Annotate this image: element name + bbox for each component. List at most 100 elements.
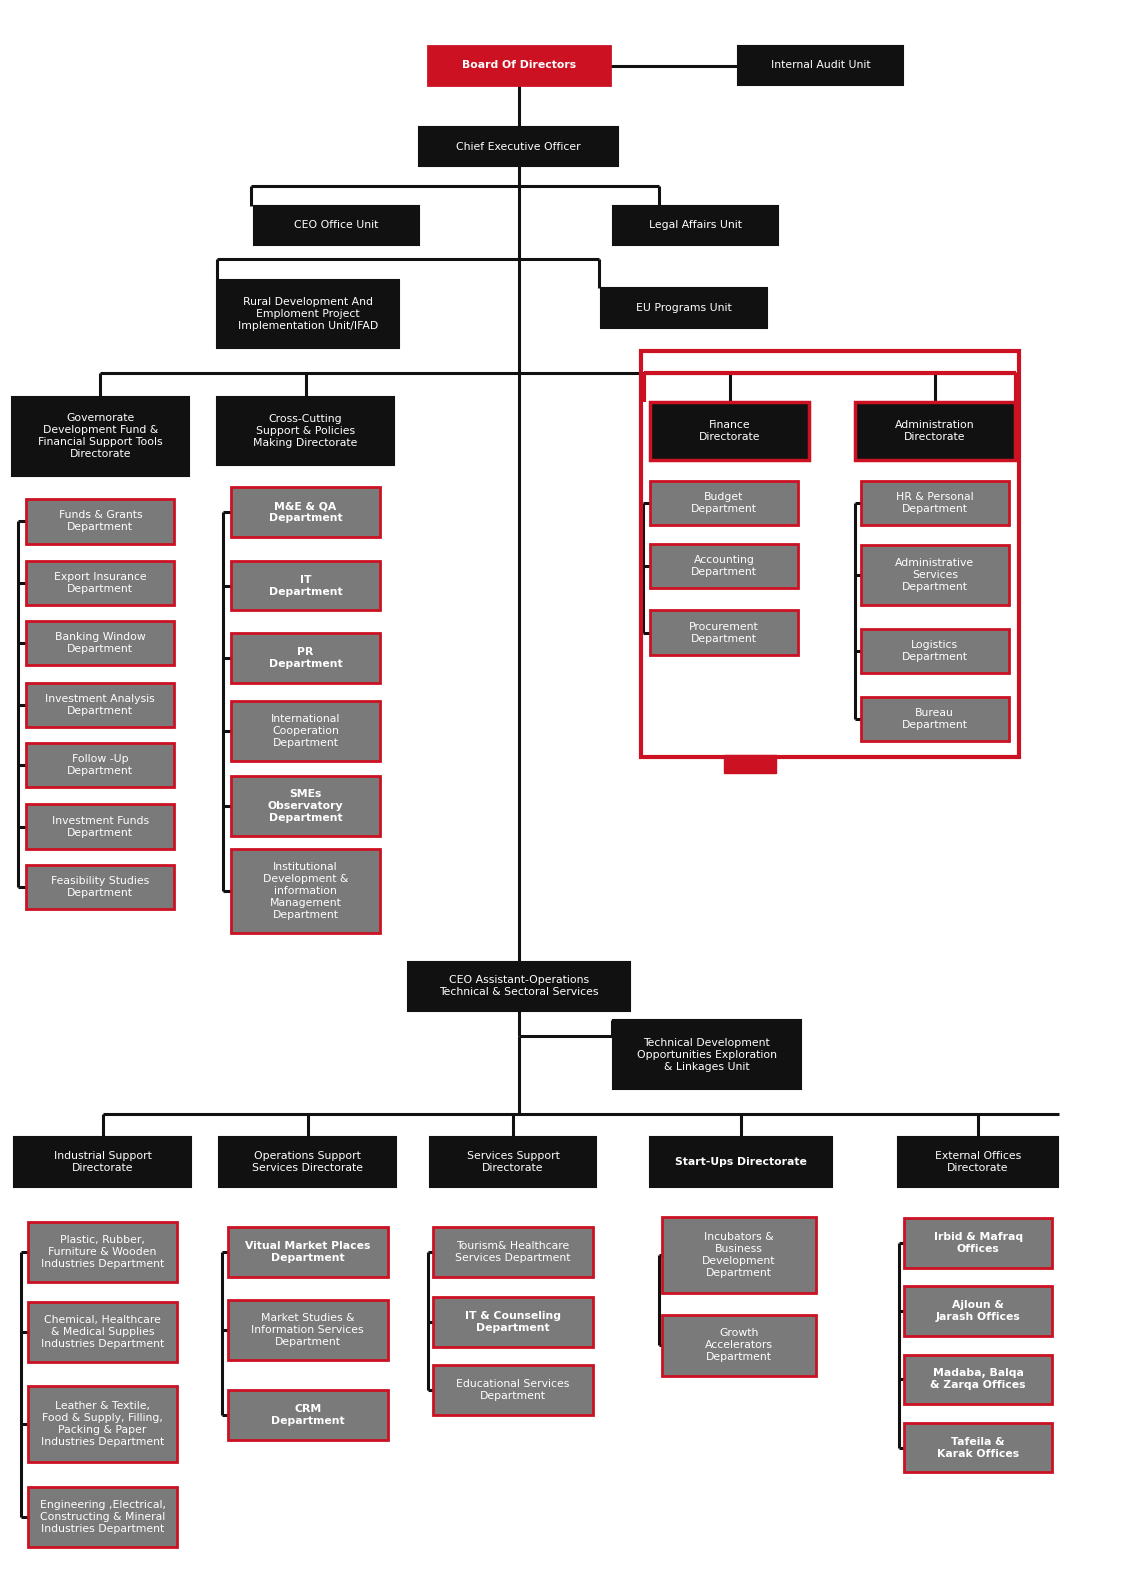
FancyBboxPatch shape xyxy=(861,481,1009,525)
Text: Investment Analysis
Department: Investment Analysis Department xyxy=(46,693,155,715)
FancyBboxPatch shape xyxy=(231,561,380,610)
FancyBboxPatch shape xyxy=(218,396,394,465)
Text: Services Support
Directorate: Services Support Directorate xyxy=(466,1151,560,1173)
FancyBboxPatch shape xyxy=(408,962,629,1011)
Text: Technical Development
Opportunities Exploration
& Linkages Unit: Technical Development Opportunities Expl… xyxy=(637,1038,776,1072)
Text: Export Insurance
Department: Export Insurance Department xyxy=(54,572,147,594)
FancyBboxPatch shape xyxy=(861,629,1009,673)
Text: Industrial Support
Directorate: Industrial Support Directorate xyxy=(54,1151,152,1173)
Text: EU Programs Unit: EU Programs Unit xyxy=(636,303,732,313)
Text: Logistics
Department: Logistics Department xyxy=(902,640,968,662)
FancyBboxPatch shape xyxy=(739,46,903,85)
FancyBboxPatch shape xyxy=(231,849,380,932)
FancyBboxPatch shape xyxy=(861,545,1009,605)
FancyBboxPatch shape xyxy=(26,742,174,788)
Text: CRM
Department: CRM Department xyxy=(271,1404,344,1426)
Text: PR
Department: PR Department xyxy=(269,646,342,668)
Text: Irbid & Mafraq
Offices: Irbid & Mafraq Offices xyxy=(934,1232,1023,1254)
Text: Madaba, Balqa
& Zarqa Offices: Madaba, Balqa & Zarqa Offices xyxy=(930,1369,1026,1390)
Text: CEO Assistant-Operations
Technical & Sectoral Services: CEO Assistant-Operations Technical & Sec… xyxy=(439,976,598,997)
FancyBboxPatch shape xyxy=(433,1297,593,1347)
Text: Engineering ,Electrical,
Constructing & Mineral
Industries Department: Engineering ,Electrical, Constructing & … xyxy=(40,1500,165,1534)
FancyBboxPatch shape xyxy=(613,1020,800,1088)
Text: IT & Counseling
Department: IT & Counseling Department xyxy=(465,1311,561,1333)
FancyBboxPatch shape xyxy=(904,1423,1052,1473)
FancyBboxPatch shape xyxy=(433,1364,593,1415)
Text: M&E & QA
Department: M&E & QA Department xyxy=(269,501,342,523)
FancyBboxPatch shape xyxy=(861,696,1009,742)
FancyBboxPatch shape xyxy=(650,402,809,459)
FancyBboxPatch shape xyxy=(28,1387,177,1462)
FancyBboxPatch shape xyxy=(650,544,798,588)
FancyBboxPatch shape xyxy=(11,396,188,475)
Text: International
Cooperation
Department: International Cooperation Department xyxy=(271,714,340,748)
Text: CEO Office Unit: CEO Office Unit xyxy=(294,220,378,231)
FancyBboxPatch shape xyxy=(28,1487,177,1547)
FancyBboxPatch shape xyxy=(228,1228,388,1276)
Text: Leather & Textile,
Food & Supply, Filling,
Packing & Paper
Industries Department: Leather & Textile, Food & Supply, Fillin… xyxy=(41,1401,164,1446)
FancyBboxPatch shape xyxy=(650,1137,832,1187)
FancyBboxPatch shape xyxy=(855,402,1015,459)
Text: External Offices
Directorate: External Offices Directorate xyxy=(935,1151,1021,1173)
Text: Institutional
Development &
information
Management
Department: Institutional Development & information … xyxy=(263,861,348,920)
FancyBboxPatch shape xyxy=(28,1223,177,1283)
Text: Internal Audit Unit: Internal Audit Unit xyxy=(771,60,871,71)
Text: Tourism& Healthcare
Services Department: Tourism& Healthcare Services Department xyxy=(455,1242,571,1264)
FancyBboxPatch shape xyxy=(420,127,618,167)
FancyBboxPatch shape xyxy=(602,288,766,327)
Text: Incubators &
Business
Development
Department: Incubators & Business Development Depart… xyxy=(702,1232,775,1278)
Bar xyxy=(724,755,776,773)
Text: Funds & Grants
Department: Funds & Grants Department xyxy=(58,511,142,533)
FancyBboxPatch shape xyxy=(228,1390,388,1440)
Text: Finance
Directorate: Finance Directorate xyxy=(699,420,760,442)
Text: Governorate
Development Fund &
Financial Support Tools
Directorate: Governorate Development Fund & Financial… xyxy=(38,413,163,459)
Text: Budget
Department: Budget Department xyxy=(691,492,757,514)
FancyBboxPatch shape xyxy=(26,865,174,909)
Text: Procurement
Department: Procurement Department xyxy=(689,623,759,643)
FancyBboxPatch shape xyxy=(231,487,380,538)
Text: Operations Support
Services Directorate: Operations Support Services Directorate xyxy=(252,1151,364,1173)
FancyBboxPatch shape xyxy=(650,481,798,525)
Text: Cross-Cutting
Support & Policies
Making Directorate: Cross-Cutting Support & Policies Making … xyxy=(253,413,358,448)
Text: Investment Funds
Department: Investment Funds Department xyxy=(51,816,149,838)
Text: Feasibility Studies
Department: Feasibility Studies Department xyxy=(51,876,149,898)
FancyBboxPatch shape xyxy=(220,1137,397,1187)
FancyBboxPatch shape xyxy=(613,206,777,245)
FancyBboxPatch shape xyxy=(898,1137,1058,1187)
FancyBboxPatch shape xyxy=(904,1218,1052,1269)
Text: Chemical, Healthcare
& Medical Supplies
Industries Department: Chemical, Healthcare & Medical Supplies … xyxy=(41,1316,164,1349)
Text: IT
Department: IT Department xyxy=(269,575,342,596)
FancyBboxPatch shape xyxy=(228,1300,388,1360)
Text: Vitual Market Places
Department: Vitual Market Places Department xyxy=(245,1242,370,1264)
Text: Chief Executive Officer: Chief Executive Officer xyxy=(456,141,581,152)
FancyBboxPatch shape xyxy=(26,561,174,605)
Text: Educational Services
Department: Educational Services Department xyxy=(456,1379,570,1401)
Text: Rural Development And
Emploment Project
Implementation Unit/IFAD: Rural Development And Emploment Project … xyxy=(237,297,378,332)
Text: Board Of Directors: Board Of Directors xyxy=(462,60,576,71)
FancyBboxPatch shape xyxy=(26,805,174,849)
FancyBboxPatch shape xyxy=(231,775,380,836)
FancyBboxPatch shape xyxy=(650,610,798,656)
FancyBboxPatch shape xyxy=(428,46,610,85)
FancyBboxPatch shape xyxy=(231,701,380,761)
Text: Growth
Accelerators
Department: Growth Accelerators Department xyxy=(705,1328,773,1363)
Text: Bureau
Department: Bureau Department xyxy=(902,709,968,729)
FancyBboxPatch shape xyxy=(433,1228,593,1276)
Text: Ajloun &
Jarash Offices: Ajloun & Jarash Offices xyxy=(936,1300,1020,1322)
Text: HR & Personal
Department: HR & Personal Department xyxy=(896,492,974,514)
FancyBboxPatch shape xyxy=(904,1286,1052,1336)
FancyBboxPatch shape xyxy=(253,206,418,245)
Text: Follow -Up
Department: Follow -Up Department xyxy=(67,755,133,777)
FancyBboxPatch shape xyxy=(26,682,174,726)
FancyBboxPatch shape xyxy=(904,1355,1052,1404)
FancyBboxPatch shape xyxy=(231,632,380,682)
Text: Accounting
Department: Accounting Department xyxy=(691,555,757,577)
FancyBboxPatch shape xyxy=(217,280,399,349)
Text: SMEs
Observatory
Department: SMEs Observatory Department xyxy=(268,789,343,822)
Text: Legal Affairs Unit: Legal Affairs Unit xyxy=(649,220,742,231)
FancyBboxPatch shape xyxy=(661,1316,816,1376)
FancyBboxPatch shape xyxy=(26,621,174,665)
FancyBboxPatch shape xyxy=(431,1137,595,1187)
Text: Market Studies &
Information Services
Department: Market Studies & Information Services De… xyxy=(252,1313,364,1347)
Text: Administrative
Services
Department: Administrative Services Department xyxy=(895,558,975,593)
